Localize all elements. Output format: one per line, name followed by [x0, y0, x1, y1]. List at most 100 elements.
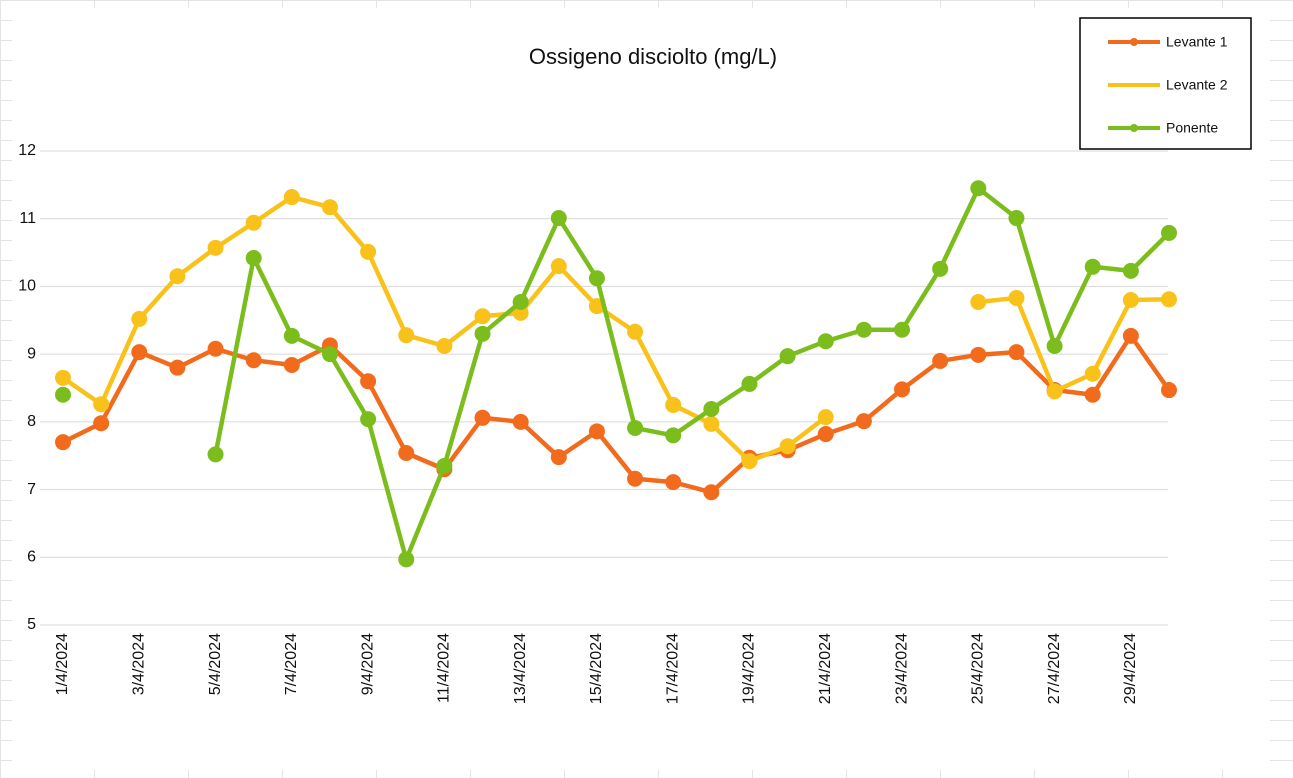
data-point	[817, 426, 834, 443]
data-point	[283, 356, 300, 373]
data-point	[1008, 289, 1025, 306]
data-point	[283, 327, 300, 344]
y-tick-label: 5	[27, 616, 36, 633]
data-point	[1084, 258, 1101, 275]
data-point	[588, 423, 605, 440]
x-tick-label: 1/4/2024	[54, 633, 71, 695]
data-point	[245, 214, 262, 231]
data-point	[207, 340, 224, 357]
data-point	[703, 484, 720, 501]
data-point	[474, 308, 491, 325]
data-point	[1161, 291, 1177, 308]
data-point	[1122, 291, 1139, 308]
x-tick-label: 19/4/2024	[741, 633, 758, 704]
data-point	[360, 373, 377, 390]
data-point	[93, 415, 110, 432]
data-point	[817, 333, 834, 350]
data-point	[398, 445, 415, 462]
data-point	[207, 239, 224, 256]
y-tick-label: 12	[18, 142, 36, 159]
data-point	[855, 413, 872, 430]
x-tick-label: 13/4/2024	[512, 633, 529, 704]
data-point	[512, 413, 529, 430]
data-point	[932, 260, 949, 277]
data-point	[779, 348, 796, 365]
legend-marker	[1130, 124, 1138, 132]
data-point	[321, 199, 338, 216]
data-point	[970, 180, 987, 197]
data-point	[55, 434, 71, 451]
x-tick-label: 7/4/2024	[283, 633, 300, 695]
data-point	[360, 243, 377, 260]
data-point	[665, 427, 682, 444]
data-point	[207, 446, 224, 463]
data-point	[169, 359, 186, 376]
data-point	[741, 453, 758, 470]
data-point	[512, 294, 529, 311]
data-point	[1161, 382, 1177, 399]
x-tick-label: 9/4/2024	[359, 633, 376, 695]
data-point	[321, 346, 338, 363]
x-tick-label: 27/4/2024	[1046, 633, 1063, 704]
data-point	[398, 327, 415, 344]
x-tick-label: 5/4/2024	[207, 633, 224, 695]
data-point	[741, 375, 758, 392]
data-point	[779, 438, 796, 455]
data-point	[550, 449, 567, 466]
data-point	[894, 321, 911, 338]
data-point	[1084, 365, 1101, 382]
data-point	[817, 409, 834, 426]
data-point	[550, 258, 567, 275]
y-tick-label: 10	[18, 278, 36, 295]
data-point	[245, 249, 262, 266]
data-point	[55, 386, 71, 403]
data-point	[245, 352, 262, 369]
legend-marker	[1130, 38, 1138, 46]
data-point	[55, 369, 71, 386]
y-tick-label: 8	[27, 413, 36, 430]
x-tick-label: 29/4/2024	[1122, 633, 1139, 704]
legend-label: Ponente	[1166, 120, 1218, 136]
data-point	[436, 457, 453, 474]
x-tick-label: 17/4/2024	[664, 633, 681, 704]
data-point	[627, 419, 644, 436]
data-point	[703, 415, 720, 432]
x-tick-label: 15/4/2024	[588, 633, 605, 704]
x-tick-label: 11/4/2024	[436, 633, 453, 703]
data-point	[550, 210, 567, 227]
x-tick-label: 23/4/2024	[893, 633, 910, 704]
data-point	[398, 551, 415, 568]
data-point	[474, 325, 491, 342]
data-point	[1008, 210, 1025, 227]
data-point	[894, 381, 911, 398]
legend-label: Levante 2	[1166, 77, 1228, 93]
data-point	[1008, 344, 1025, 361]
data-point	[474, 409, 491, 426]
y-tick-label: 6	[27, 549, 36, 566]
data-point	[1084, 386, 1101, 403]
data-point	[1122, 327, 1139, 344]
x-tick-label: 25/4/2024	[970, 633, 987, 704]
y-tick-label: 7	[27, 481, 36, 498]
y-tick-label: 11	[19, 210, 36, 227]
legend-marker	[1132, 83, 1136, 87]
x-tick-label: 21/4/2024	[817, 633, 834, 704]
legend-label: Levante 1	[1166, 34, 1228, 50]
data-point	[169, 268, 186, 285]
data-point	[855, 321, 872, 338]
data-point	[665, 474, 682, 491]
legend: Levante 1 Levante 2 Ponente	[1079, 17, 1252, 150]
data-point	[970, 346, 987, 363]
data-point	[131, 344, 148, 361]
data-point	[970, 294, 987, 311]
y-tick-label: 9	[27, 345, 36, 362]
data-point	[932, 352, 949, 369]
data-point	[436, 338, 453, 355]
data-point	[1122, 262, 1139, 279]
data-point	[283, 189, 300, 206]
series-line	[213, 185, 1171, 562]
chart-title: Ossigeno disciolto (mg/L)	[529, 44, 777, 69]
data-point	[1046, 338, 1063, 355]
data-point	[1046, 383, 1063, 400]
